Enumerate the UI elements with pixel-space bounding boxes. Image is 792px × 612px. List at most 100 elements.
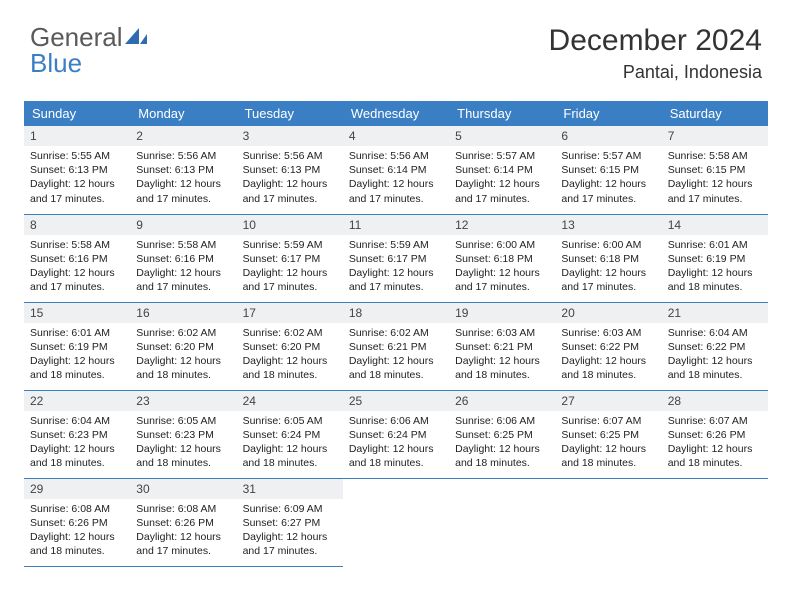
sunset-line: Sunset: 6:23 PM (136, 428, 230, 442)
calendar-cell: 25Sunrise: 6:06 AMSunset: 6:24 PMDayligh… (343, 390, 449, 478)
daylight-line: Daylight: 12 hours and 18 minutes. (561, 442, 655, 470)
day-body: Sunrise: 6:02 AMSunset: 6:21 PMDaylight:… (343, 323, 449, 387)
sunrise-line: Sunrise: 5:57 AM (561, 149, 655, 163)
daylight-line: Daylight: 12 hours and 17 minutes. (243, 177, 337, 205)
calendar-row: 1Sunrise: 5:55 AMSunset: 6:13 PMDaylight… (24, 126, 768, 214)
day-body: Sunrise: 5:56 AMSunset: 6:14 PMDaylight:… (343, 146, 449, 210)
calendar-cell: 1Sunrise: 5:55 AMSunset: 6:13 PMDaylight… (24, 126, 130, 214)
day-number: 19 (449, 303, 555, 323)
daylight-line: Daylight: 12 hours and 17 minutes. (455, 266, 549, 294)
daylight-line: Daylight: 12 hours and 17 minutes. (349, 266, 443, 294)
sunrise-line: Sunrise: 6:02 AM (349, 326, 443, 340)
sunrise-line: Sunrise: 6:08 AM (30, 502, 124, 516)
calendar-row: 15Sunrise: 6:01 AMSunset: 6:19 PMDayligh… (24, 302, 768, 390)
weekday-header: Tuesday (237, 101, 343, 126)
calendar-cell: 22Sunrise: 6:04 AMSunset: 6:23 PMDayligh… (24, 390, 130, 478)
sunset-line: Sunset: 6:16 PM (136, 252, 230, 266)
calendar-cell: 9Sunrise: 5:58 AMSunset: 6:16 PMDaylight… (130, 214, 236, 302)
sunrise-line: Sunrise: 6:04 AM (668, 326, 762, 340)
day-number: 21 (662, 303, 768, 323)
sunset-line: Sunset: 6:13 PM (30, 163, 124, 177)
calendar-cell: 11Sunrise: 5:59 AMSunset: 6:17 PMDayligh… (343, 214, 449, 302)
sunrise-line: Sunrise: 6:04 AM (30, 414, 124, 428)
month-title: December 2024 (549, 24, 762, 58)
day-number: 1 (24, 126, 130, 146)
daylight-line: Daylight: 12 hours and 17 minutes. (136, 530, 230, 558)
calendar-cell: 18Sunrise: 6:02 AMSunset: 6:21 PMDayligh… (343, 302, 449, 390)
calendar-cell: 7Sunrise: 5:58 AMSunset: 6:15 PMDaylight… (662, 126, 768, 214)
day-body: Sunrise: 6:04 AMSunset: 6:23 PMDaylight:… (24, 411, 130, 475)
calendar-cell: 13Sunrise: 6:00 AMSunset: 6:18 PMDayligh… (555, 214, 661, 302)
sunrise-line: Sunrise: 6:02 AM (243, 326, 337, 340)
day-body: Sunrise: 6:06 AMSunset: 6:25 PMDaylight:… (449, 411, 555, 475)
daylight-line: Daylight: 12 hours and 17 minutes. (243, 530, 337, 558)
daylight-line: Daylight: 12 hours and 17 minutes. (349, 177, 443, 205)
sunset-line: Sunset: 6:20 PM (136, 340, 230, 354)
sunset-line: Sunset: 6:26 PM (30, 516, 124, 530)
day-body: Sunrise: 6:05 AMSunset: 6:24 PMDaylight:… (237, 411, 343, 475)
sunset-line: Sunset: 6:19 PM (30, 340, 124, 354)
sunset-line: Sunset: 6:16 PM (30, 252, 124, 266)
calendar-cell: 23Sunrise: 6:05 AMSunset: 6:23 PMDayligh… (130, 390, 236, 478)
logo-text: GeneralBlue (30, 24, 147, 76)
sunrise-line: Sunrise: 6:07 AM (561, 414, 655, 428)
sunrise-line: Sunrise: 5:59 AM (349, 238, 443, 252)
daylight-line: Daylight: 12 hours and 17 minutes. (30, 177, 124, 205)
sunset-line: Sunset: 6:13 PM (136, 163, 230, 177)
sunrise-line: Sunrise: 6:02 AM (136, 326, 230, 340)
calendar-cell: 19Sunrise: 6:03 AMSunset: 6:21 PMDayligh… (449, 302, 555, 390)
sunset-line: Sunset: 6:17 PM (243, 252, 337, 266)
daylight-line: Daylight: 12 hours and 17 minutes. (561, 266, 655, 294)
sunset-line: Sunset: 6:25 PM (455, 428, 549, 442)
weekday-row: SundayMondayTuesdayWednesdayThursdayFrid… (24, 101, 768, 126)
calendar-cell: 14Sunrise: 6:01 AMSunset: 6:19 PMDayligh… (662, 214, 768, 302)
daylight-line: Daylight: 12 hours and 18 minutes. (349, 354, 443, 382)
day-number: 6 (555, 126, 661, 146)
day-body: Sunrise: 6:08 AMSunset: 6:26 PMDaylight:… (130, 499, 236, 563)
sunset-line: Sunset: 6:18 PM (455, 252, 549, 266)
day-body: Sunrise: 6:01 AMSunset: 6:19 PMDaylight:… (662, 235, 768, 299)
day-body: Sunrise: 6:00 AMSunset: 6:18 PMDaylight:… (449, 235, 555, 299)
sunrise-line: Sunrise: 5:56 AM (136, 149, 230, 163)
sunrise-line: Sunrise: 6:00 AM (561, 238, 655, 252)
calendar-body: 1Sunrise: 5:55 AMSunset: 6:13 PMDaylight… (24, 126, 768, 566)
daylight-line: Daylight: 12 hours and 18 minutes. (243, 442, 337, 470)
daylight-line: Daylight: 12 hours and 17 minutes. (668, 177, 762, 205)
day-body: Sunrise: 5:59 AMSunset: 6:17 PMDaylight:… (343, 235, 449, 299)
calendar-row: 22Sunrise: 6:04 AMSunset: 6:23 PMDayligh… (24, 390, 768, 478)
calendar-cell: 20Sunrise: 6:03 AMSunset: 6:22 PMDayligh… (555, 302, 661, 390)
day-body: Sunrise: 5:58 AMSunset: 6:16 PMDaylight:… (130, 235, 236, 299)
day-body: Sunrise: 5:58 AMSunset: 6:15 PMDaylight:… (662, 146, 768, 210)
day-number: 24 (237, 391, 343, 411)
day-number: 2 (130, 126, 236, 146)
day-body: Sunrise: 6:05 AMSunset: 6:23 PMDaylight:… (130, 411, 236, 475)
day-number: 9 (130, 215, 236, 235)
day-body: Sunrise: 5:57 AMSunset: 6:14 PMDaylight:… (449, 146, 555, 210)
sunset-line: Sunset: 6:21 PM (455, 340, 549, 354)
sunrise-line: Sunrise: 6:06 AM (455, 414, 549, 428)
daylight-line: Daylight: 12 hours and 17 minutes. (136, 266, 230, 294)
weekday-header: Saturday (662, 101, 768, 126)
sunrise-line: Sunrise: 6:09 AM (243, 502, 337, 516)
day-number: 26 (449, 391, 555, 411)
day-body: Sunrise: 5:58 AMSunset: 6:16 PMDaylight:… (24, 235, 130, 299)
sunrise-line: Sunrise: 6:07 AM (668, 414, 762, 428)
sunrise-line: Sunrise: 6:08 AM (136, 502, 230, 516)
day-body: Sunrise: 5:56 AMSunset: 6:13 PMDaylight:… (130, 146, 236, 210)
sunrise-line: Sunrise: 5:56 AM (349, 149, 443, 163)
day-number: 10 (237, 215, 343, 235)
daylight-line: Daylight: 12 hours and 18 minutes. (30, 354, 124, 382)
weekday-header: Monday (130, 101, 236, 126)
day-body: Sunrise: 6:00 AMSunset: 6:18 PMDaylight:… (555, 235, 661, 299)
calendar-cell: 12Sunrise: 6:00 AMSunset: 6:18 PMDayligh… (449, 214, 555, 302)
logo-sail-icon (123, 22, 147, 52)
logo: GeneralBlue (30, 24, 147, 76)
day-number: 13 (555, 215, 661, 235)
sunset-line: Sunset: 6:21 PM (349, 340, 443, 354)
calendar-cell: 21Sunrise: 6:04 AMSunset: 6:22 PMDayligh… (662, 302, 768, 390)
daylight-line: Daylight: 12 hours and 17 minutes. (30, 266, 124, 294)
day-body: Sunrise: 6:07 AMSunset: 6:25 PMDaylight:… (555, 411, 661, 475)
sunrise-line: Sunrise: 5:59 AM (243, 238, 337, 252)
calendar-cell (662, 478, 768, 566)
daylight-line: Daylight: 12 hours and 17 minutes. (561, 177, 655, 205)
